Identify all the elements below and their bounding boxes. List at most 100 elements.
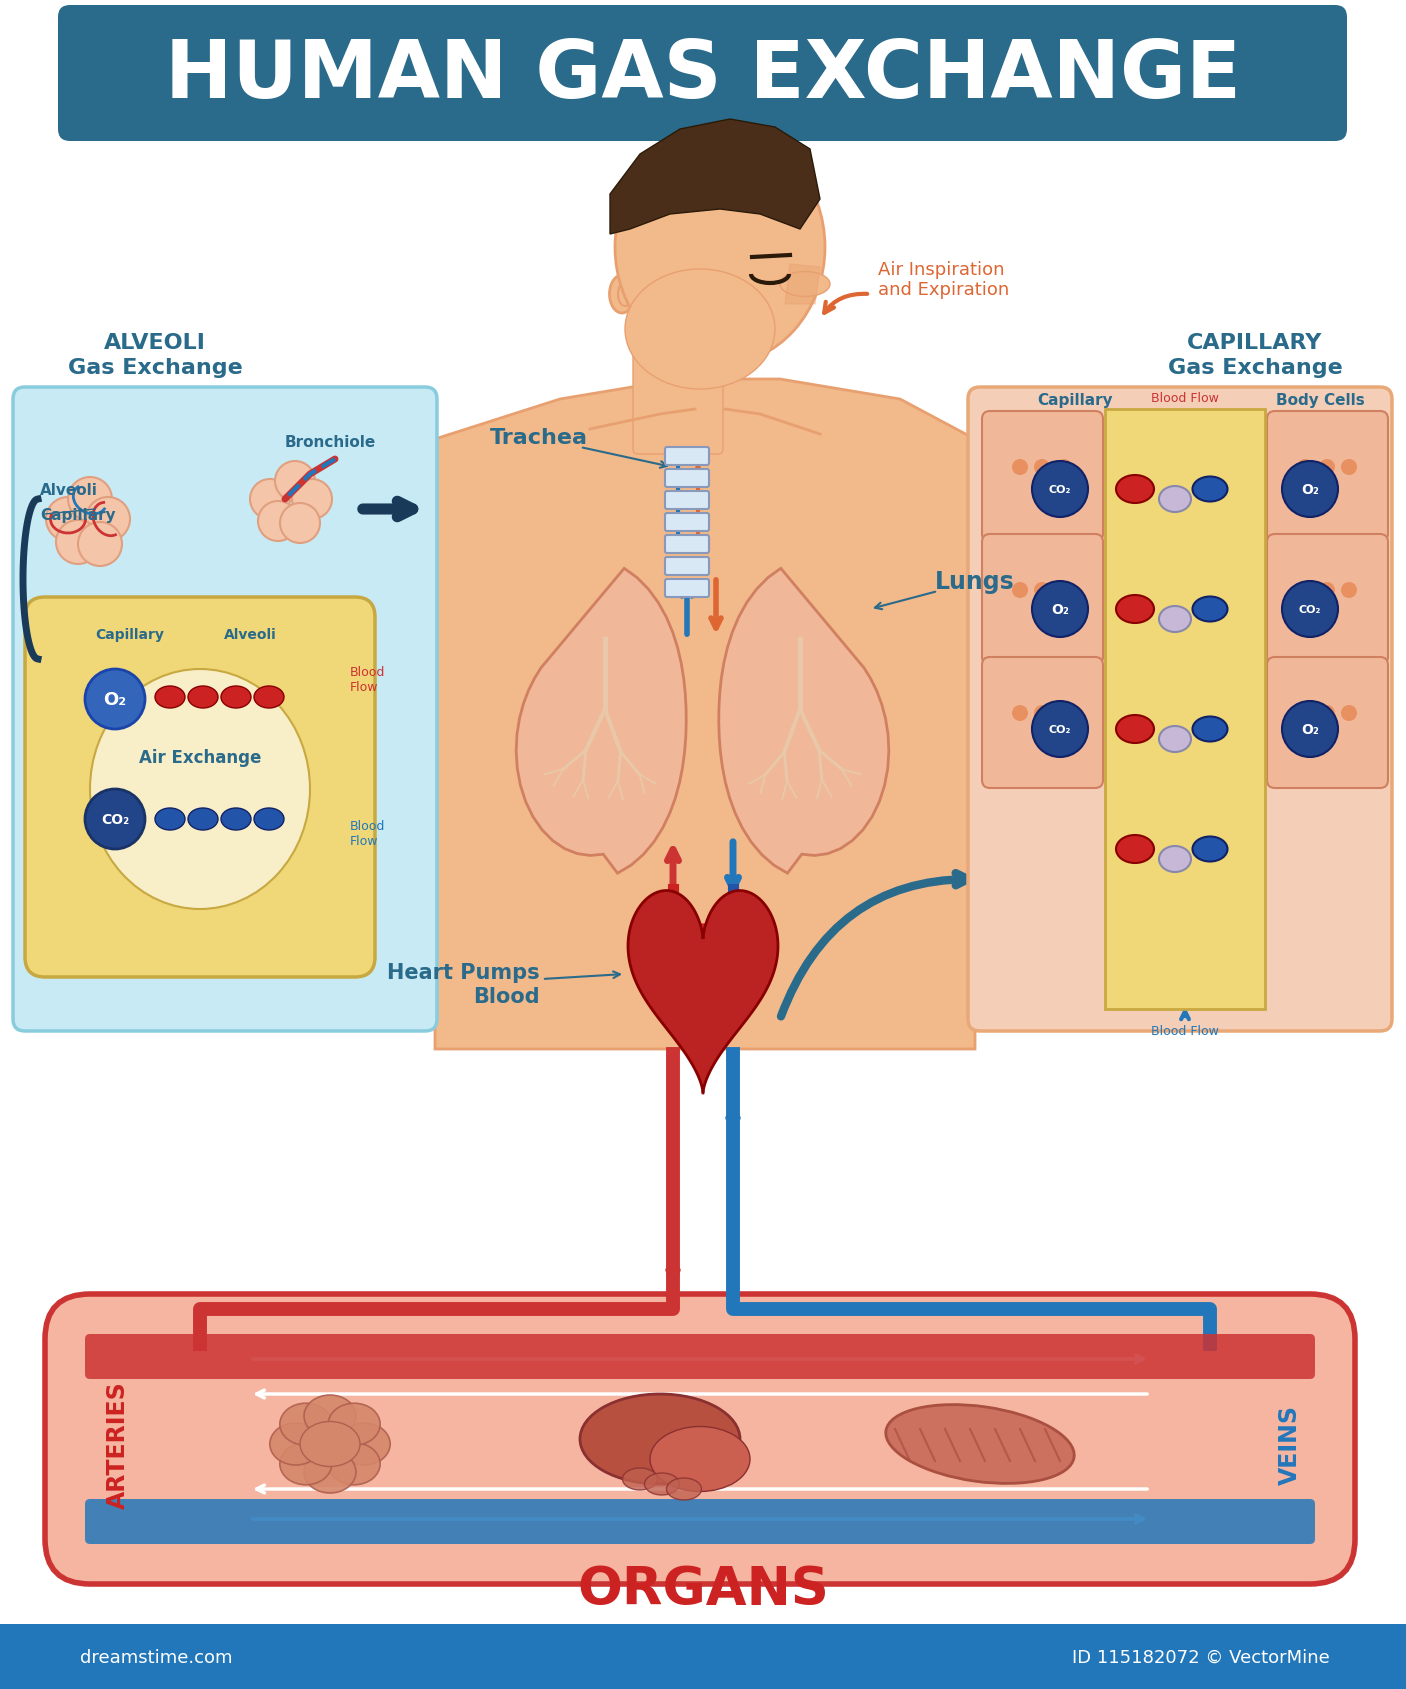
Text: O₂: O₂ — [1301, 723, 1319, 736]
Ellipse shape — [1116, 596, 1154, 623]
Circle shape — [77, 522, 122, 568]
Circle shape — [46, 498, 90, 542]
Circle shape — [280, 503, 321, 544]
Circle shape — [1012, 706, 1028, 721]
FancyBboxPatch shape — [45, 1294, 1355, 1584]
FancyBboxPatch shape — [1267, 535, 1388, 665]
Ellipse shape — [780, 272, 830, 297]
Ellipse shape — [90, 669, 309, 909]
Text: O₂: O₂ — [1301, 483, 1319, 497]
Ellipse shape — [221, 687, 252, 709]
Ellipse shape — [1116, 836, 1154, 863]
Text: Blood
Flow: Blood Flow — [350, 819, 385, 848]
FancyBboxPatch shape — [665, 491, 709, 510]
Polygon shape — [628, 892, 778, 1093]
Ellipse shape — [666, 1478, 702, 1500]
Text: VEINS: VEINS — [1278, 1404, 1302, 1485]
Ellipse shape — [1116, 476, 1154, 503]
Bar — [1105, 410, 1265, 1010]
Circle shape — [1341, 706, 1357, 721]
Ellipse shape — [1192, 598, 1227, 622]
Text: Air Inspiration
and Expiration: Air Inspiration and Expiration — [877, 260, 1010, 299]
Text: CO₂: CO₂ — [101, 812, 129, 826]
Circle shape — [276, 461, 315, 502]
Text: CAPILLARY
Gas Exchange: CAPILLARY Gas Exchange — [1167, 333, 1343, 378]
Ellipse shape — [1159, 606, 1191, 633]
Text: Air Exchange: Air Exchange — [139, 748, 262, 767]
FancyBboxPatch shape — [633, 345, 723, 454]
Circle shape — [1056, 706, 1071, 721]
Circle shape — [56, 520, 100, 564]
FancyBboxPatch shape — [1267, 657, 1388, 789]
Ellipse shape — [1159, 486, 1191, 513]
Circle shape — [1282, 461, 1339, 519]
Circle shape — [1033, 459, 1050, 476]
Circle shape — [1012, 459, 1028, 476]
Ellipse shape — [1116, 716, 1154, 743]
Ellipse shape — [1192, 478, 1227, 502]
Ellipse shape — [1159, 726, 1191, 753]
Text: Capillary: Capillary — [1038, 392, 1112, 407]
Circle shape — [1296, 583, 1313, 598]
Ellipse shape — [254, 687, 284, 709]
Text: Trachea: Trachea — [491, 427, 588, 448]
Circle shape — [67, 478, 112, 522]
Text: Heart Pumps
Blood: Heart Pumps Blood — [388, 963, 540, 1007]
Ellipse shape — [328, 1404, 380, 1446]
Ellipse shape — [299, 1422, 360, 1466]
Ellipse shape — [304, 1395, 356, 1437]
Circle shape — [84, 669, 145, 730]
Ellipse shape — [623, 1468, 658, 1490]
Ellipse shape — [886, 1405, 1074, 1483]
Text: Capillary: Capillary — [96, 628, 165, 642]
Ellipse shape — [339, 1424, 391, 1464]
Text: CO₂: CO₂ — [1049, 725, 1071, 735]
FancyBboxPatch shape — [981, 535, 1102, 665]
Text: ARTERIES: ARTERIES — [105, 1380, 129, 1508]
Circle shape — [1033, 706, 1050, 721]
Circle shape — [1296, 459, 1313, 476]
FancyBboxPatch shape — [665, 557, 709, 576]
Circle shape — [1033, 583, 1050, 598]
Text: CO₂: CO₂ — [1299, 605, 1322, 615]
Text: Blood Flow: Blood Flow — [1152, 392, 1219, 405]
Ellipse shape — [221, 809, 252, 831]
FancyBboxPatch shape — [13, 388, 437, 1032]
Polygon shape — [610, 120, 820, 235]
Ellipse shape — [188, 687, 218, 709]
FancyBboxPatch shape — [665, 470, 709, 488]
Ellipse shape — [280, 1442, 332, 1485]
Circle shape — [1319, 459, 1336, 476]
Ellipse shape — [254, 809, 284, 831]
Text: Alveoli: Alveoli — [224, 628, 277, 642]
Ellipse shape — [1192, 838, 1227, 861]
Circle shape — [1341, 583, 1357, 598]
Text: Capillary: Capillary — [39, 507, 115, 522]
Ellipse shape — [644, 1473, 679, 1495]
Circle shape — [1296, 706, 1313, 721]
Text: Body Cells: Body Cells — [1275, 392, 1364, 407]
Ellipse shape — [188, 809, 218, 831]
Ellipse shape — [581, 1393, 740, 1485]
FancyBboxPatch shape — [84, 1334, 1315, 1380]
FancyBboxPatch shape — [84, 1500, 1315, 1544]
Circle shape — [250, 480, 290, 520]
Circle shape — [1282, 581, 1339, 638]
Ellipse shape — [328, 1442, 380, 1485]
Ellipse shape — [155, 809, 186, 831]
Polygon shape — [434, 380, 974, 1049]
Circle shape — [1012, 583, 1028, 598]
Circle shape — [1032, 461, 1088, 519]
Text: ID 115182072 © VectorMine: ID 115182072 © VectorMine — [1073, 1648, 1330, 1665]
Polygon shape — [516, 569, 686, 873]
Circle shape — [1032, 701, 1088, 758]
Circle shape — [1056, 583, 1071, 598]
Text: CO₂: CO₂ — [1049, 485, 1071, 495]
Circle shape — [1341, 459, 1357, 476]
Polygon shape — [785, 265, 820, 304]
Text: O₂: O₂ — [104, 691, 127, 709]
Text: Blood Flow: Blood Flow — [1152, 1025, 1219, 1037]
Circle shape — [1032, 581, 1088, 638]
Circle shape — [1319, 583, 1336, 598]
Circle shape — [1056, 459, 1071, 476]
